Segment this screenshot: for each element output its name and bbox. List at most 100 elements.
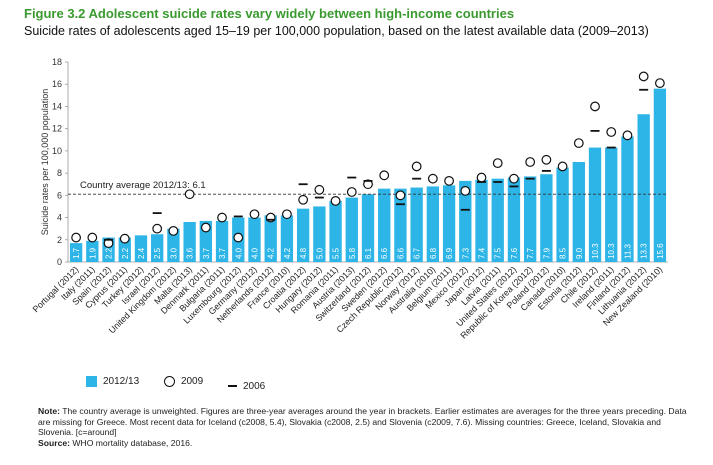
y-tick-label: 0: [57, 257, 62, 267]
marker-2009: [87, 232, 98, 243]
legend-label-2006: 2006: [242, 380, 266, 392]
marker-2009: [557, 161, 568, 172]
y-tick-label: 2: [57, 235, 62, 245]
bar: [394, 188, 407, 262]
bar: [86, 240, 99, 262]
chart-notes: Note: The country average is unweighted.…: [38, 406, 688, 448]
bar-value-label: 6.1: [364, 247, 373, 259]
bar: [183, 222, 196, 262]
bar-value-label: 4.2: [267, 247, 276, 259]
bar-value-label: 5.5: [332, 247, 341, 259]
bar-value-label: 6.8: [429, 247, 438, 259]
marker-2009: [638, 71, 649, 82]
bar: [361, 194, 375, 262]
source-text: WHO mortality database, 2016.: [70, 437, 193, 448]
bar: [410, 187, 423, 262]
figure-title: Figure 3.2 Adolescent suicide rates vary…: [24, 6, 515, 21]
bar: [151, 234, 164, 262]
bar-value-label: 6.6: [380, 247, 389, 259]
bar: [588, 147, 602, 262]
bar-value-label: 3.6: [186, 247, 195, 259]
chart-x-tick-labels: Portugal (2012)Italy (2011)Spain (2012)C…: [31, 264, 665, 340]
marker-2009: [103, 238, 114, 249]
bar-value-label: 6.7: [413, 247, 422, 259]
bar-value-label: 9.0: [575, 247, 584, 259]
bar-value-label: 5.8: [348, 247, 357, 259]
marker-2009: [411, 161, 422, 172]
bar-value-label: 6.9: [445, 247, 454, 259]
y-tick-label: 18: [52, 57, 62, 67]
bar-value-label: 4.2: [283, 247, 292, 259]
bar: [507, 177, 521, 262]
marker-2009: [217, 212, 227, 223]
y-tick-label: 10: [52, 146, 62, 156]
marker-2009: [460, 185, 471, 196]
marker-2009: [119, 233, 130, 244]
marker-2009: [71, 232, 82, 243]
bar-value-label: 7.7: [526, 247, 535, 259]
marker-2009: [541, 154, 552, 165]
source-paragraph: Source: WHO mortality database, 2016.: [38, 438, 688, 449]
bar: [345, 197, 358, 262]
marker-2009: [525, 157, 536, 167]
bar-value-label: 3.7: [202, 247, 211, 259]
bar: [69, 243, 83, 262]
bar-value-label: 7.5: [494, 247, 503, 259]
marker-2009: [622, 130, 633, 141]
bar-value-label: 10.3: [591, 243, 600, 259]
y-tick-label: 8: [57, 168, 62, 178]
chart-legend: 2012/13 2009 2006: [86, 376, 287, 392]
bar-value-label: 4.8: [299, 247, 308, 259]
y-tick-label: 12: [52, 124, 62, 134]
figure-subtitle: Suicide rates of adolescents aged 15–19 …: [24, 24, 649, 38]
bar: [215, 220, 229, 262]
bar: [264, 215, 277, 262]
legend-item-2006: 2006: [227, 380, 266, 392]
bar: [442, 185, 456, 262]
bar: [378, 188, 391, 262]
marker-2009: [573, 138, 584, 149]
legend-dash-swatch: [227, 385, 237, 387]
marker-2009: [590, 101, 600, 112]
marker-2009: [282, 209, 292, 220]
marker-2009: [168, 225, 179, 236]
chart-markers: [71, 71, 665, 249]
marker-2009: [476, 172, 487, 183]
legend-label-2009: 2009: [180, 376, 204, 387]
bar: [167, 228, 180, 262]
bar-value-label: 10.3: [607, 243, 616, 259]
bar-value-label: 15.6: [656, 243, 665, 259]
bar-value-label: 7.6: [510, 247, 519, 259]
bar-value-label: 5.0: [315, 247, 324, 259]
marker-2009: [427, 173, 438, 184]
legend-label-2012-13: 2012/13: [103, 376, 140, 387]
bar: [313, 206, 326, 262]
source-label: Source:: [38, 437, 70, 448]
bar: [329, 200, 342, 262]
bar-chart: 0 2 4 6 8 10 12 14 16 18 Suicide rates per 100,000…: [31, 57, 668, 341]
bar: [621, 136, 634, 262]
bar-value-label: 2.5: [153, 247, 162, 259]
marker-2009: [152, 223, 163, 234]
reference-line: Country average 2012/13: 6.1: [68, 180, 668, 195]
bar: [491, 178, 504, 262]
bar: [475, 179, 488, 262]
y-axis-label: Suicide rates per 100,000 population: [40, 89, 50, 236]
bar-value-label: 7.4: [478, 247, 487, 259]
chart-bars: [69, 88, 667, 263]
bar-value-label: 4.0: [234, 247, 243, 259]
legend-circle-swatch: [163, 376, 175, 387]
marker-2009: [298, 194, 309, 205]
marker-2009: [346, 187, 357, 197]
bar: [134, 235, 148, 262]
bar-value-label: 2.2: [121, 247, 130, 259]
bar: [280, 215, 294, 262]
marker-2009: [184, 189, 195, 200]
marker-2009: [363, 179, 373, 190]
y-tick-label: 14: [52, 101, 62, 111]
bar-value-label: 8.5: [559, 247, 568, 259]
bar: [296, 208, 310, 262]
y-tick-label: 6: [57, 190, 62, 200]
bar-value-label: 1.9: [88, 247, 97, 259]
bar: [540, 174, 553, 262]
